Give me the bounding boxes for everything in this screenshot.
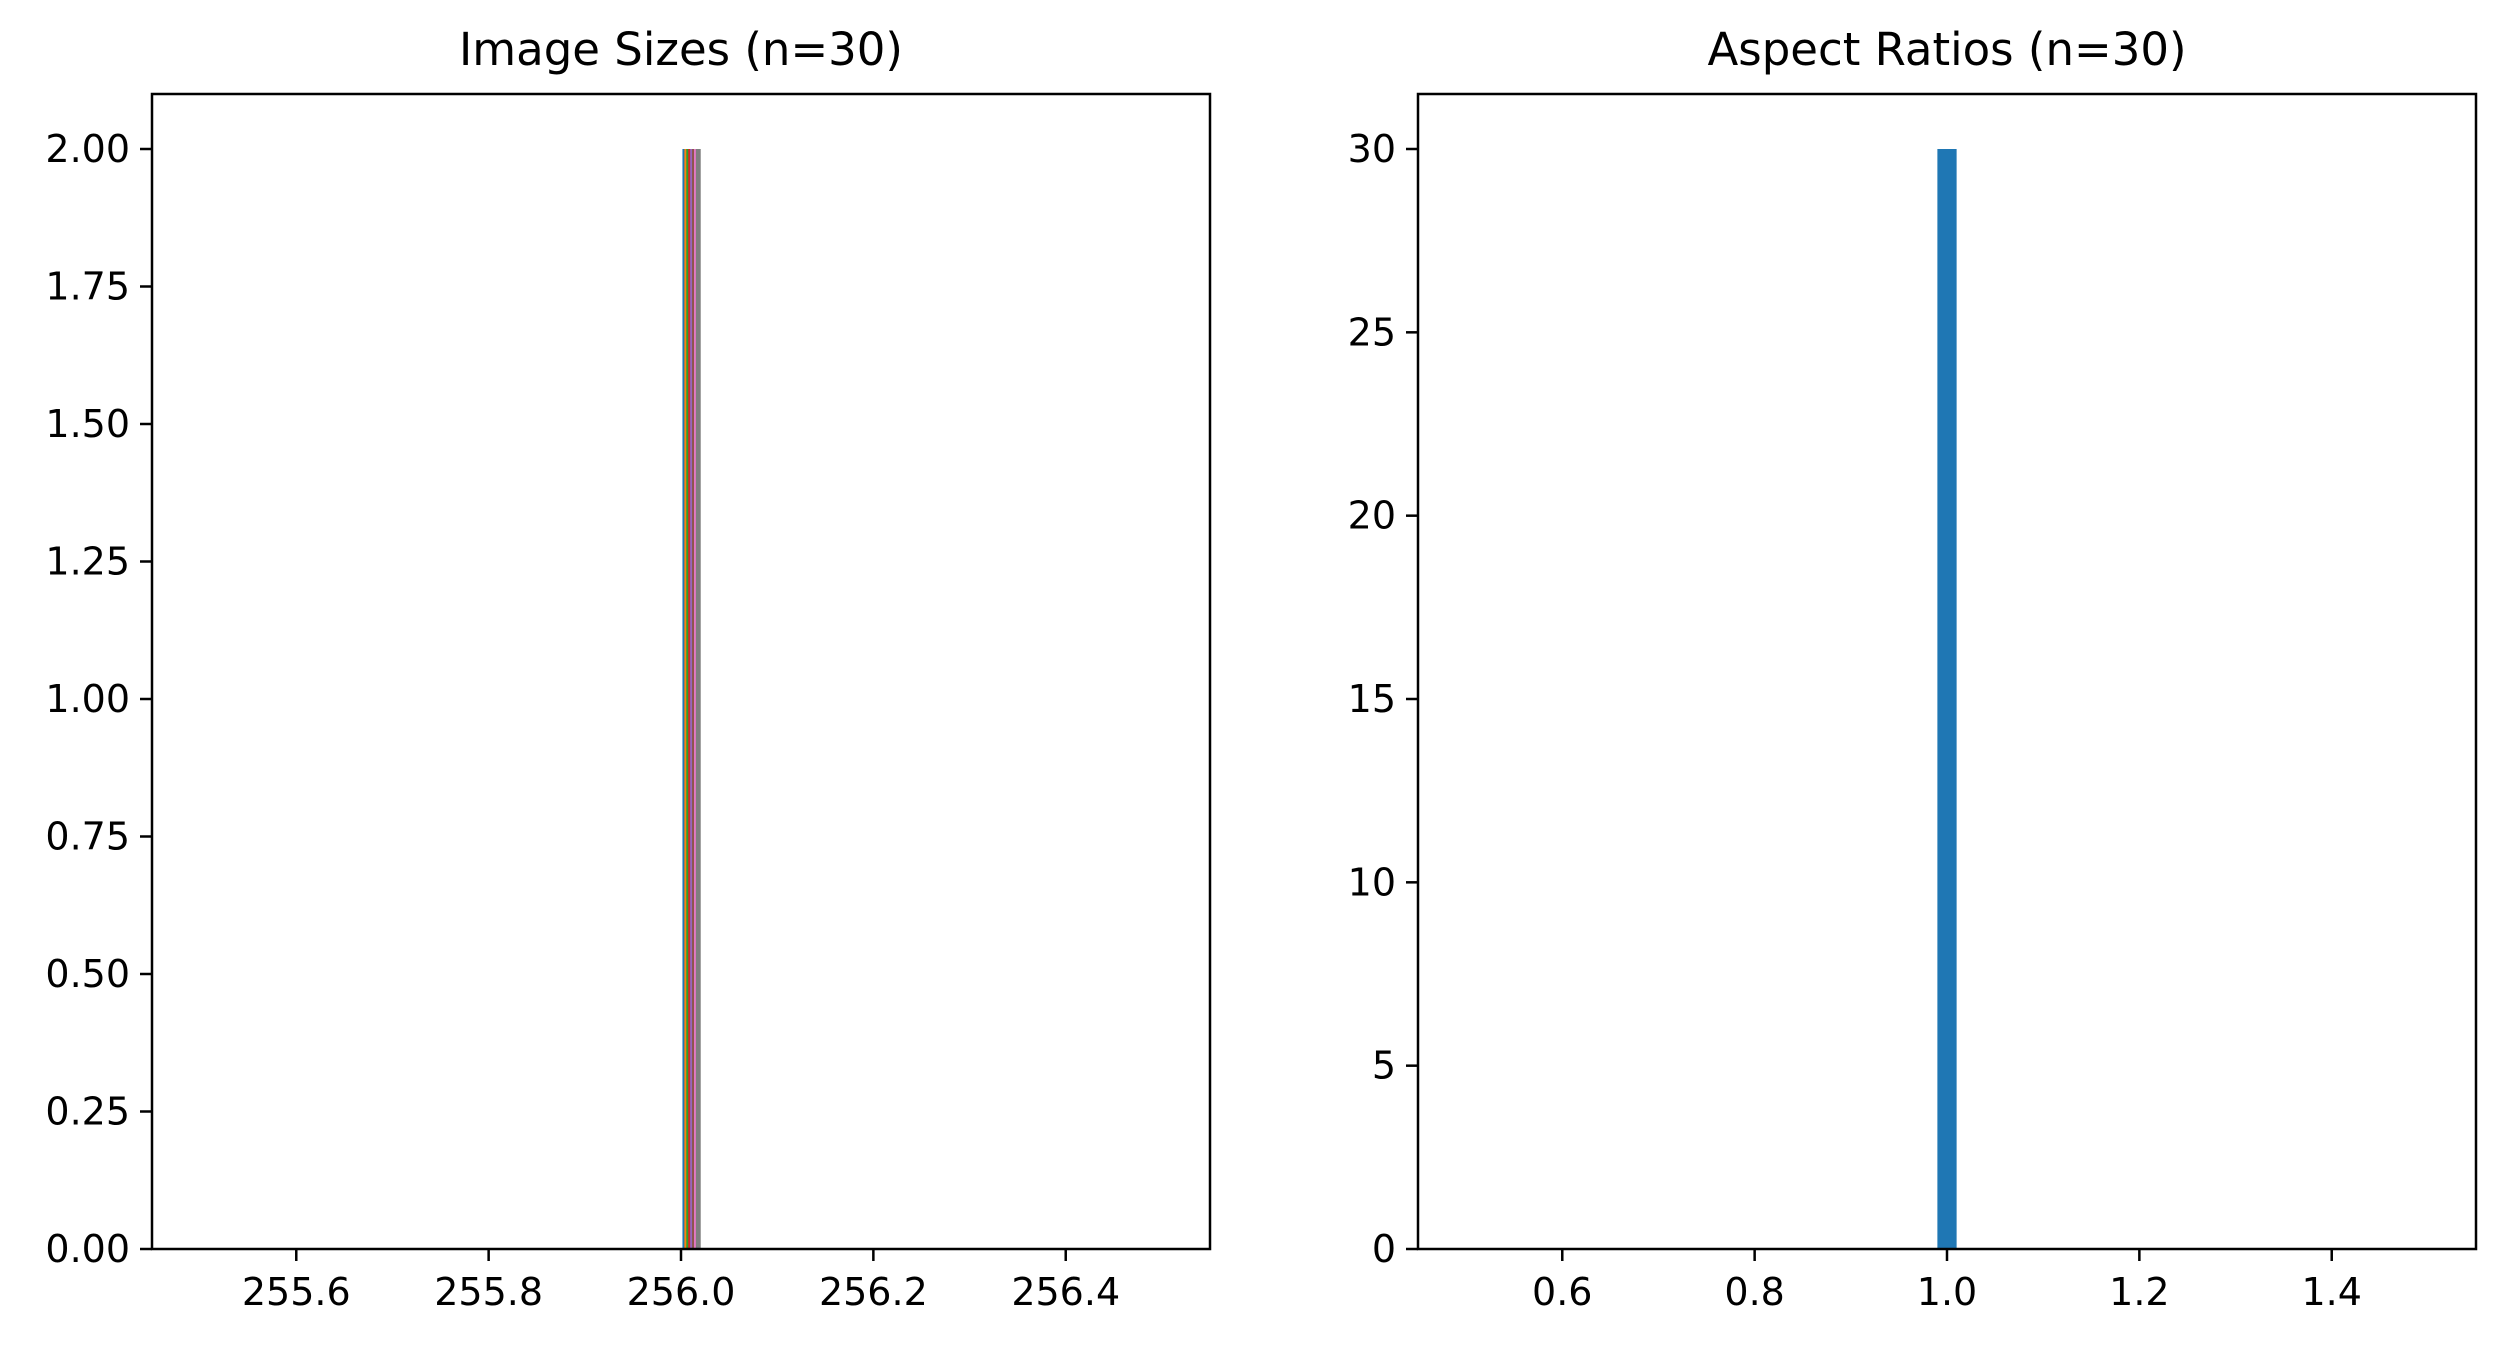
y-tick-label: 1.00 <box>45 677 130 721</box>
bar-0-0 <box>1937 149 1957 1249</box>
y-tick-label: 0.75 <box>45 815 130 859</box>
y-tick-label: 30 <box>1348 127 1396 171</box>
y-tick-label: 10 <box>1348 860 1396 904</box>
y-tick-label: 5 <box>1372 1044 1396 1088</box>
y-tick-label: 1.75 <box>45 265 130 309</box>
image-sizes-chart: Image Sizes (n=30) 255.6 255.8 256.0 256.2 2… <box>45 23 1212 1314</box>
x-tick-label: 1.2 <box>2109 1270 2169 1314</box>
x-tick-label: 1.4 <box>2302 1270 2362 1314</box>
axes-frame <box>150 92 1212 1251</box>
x-tick-label: 0.8 <box>1724 1270 1784 1314</box>
y-tick-label: 2.00 <box>45 127 130 171</box>
x-tick-label: 256.2 <box>819 1270 928 1314</box>
y-tick-label: 0.50 <box>45 952 130 996</box>
y-tick-label: 0 <box>1372 1227 1396 1271</box>
bar-7-0 <box>695 149 701 1249</box>
chart-title: Image Sizes (n=30) <box>459 23 903 76</box>
x-tick-label: 256.0 <box>627 1270 736 1314</box>
chart-title: Aspect Ratios (n=30) <box>1707 23 2186 76</box>
y-tick-label: 25 <box>1348 310 1396 354</box>
y-tick-label: 1.50 <box>45 402 130 446</box>
y-tick-label: 0.00 <box>45 1227 130 1271</box>
x-axis-ticks: 255.6 255.8 256.0 256.2 256.4 <box>242 1249 1120 1314</box>
plot-area <box>1937 149 1957 1249</box>
axes-frame <box>1416 92 2478 1251</box>
y-tick-label: 20 <box>1348 494 1396 538</box>
x-axis-ticks: 0.6 0.8 1.0 1.2 1.4 <box>1532 1249 2362 1314</box>
y-tick-label: 0.25 <box>45 1090 130 1134</box>
plot-area <box>682 149 701 1249</box>
x-tick-label: 0.6 <box>1532 1270 1592 1314</box>
y-axis-ticks: 0.00 0.25 0.50 0.75 1.00 1.25 1.50 1.75 2.00 <box>45 127 152 1271</box>
x-tick-label: 255.6 <box>242 1270 351 1314</box>
y-tick-label: 15 <box>1348 677 1396 721</box>
y-tick-label: 1.25 <box>45 540 130 584</box>
x-tick-label: 1.0 <box>1917 1270 1977 1314</box>
y-axis-ticks: 0 5 10 15 20 25 30 <box>1348 127 1418 1271</box>
aspect-ratios-chart: Aspect Ratios (n=30) 0.6 0.8 1.0 1.2 1.4 0 5 1… <box>1348 23 2478 1314</box>
x-tick-label: 255.8 <box>434 1270 543 1314</box>
x-tick-label: 256.4 <box>1011 1270 1120 1314</box>
